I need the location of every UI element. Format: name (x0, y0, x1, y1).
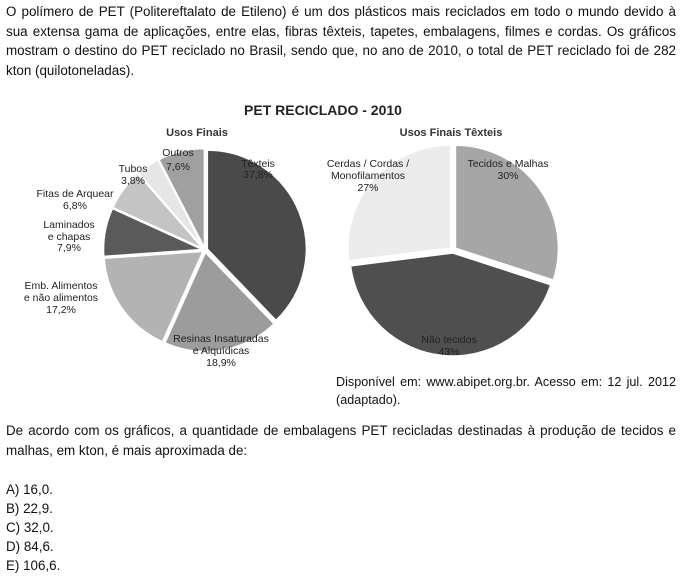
pie-charts-svg: PET RECICLADO - 2010 Usos Finais Usos Fi… (0, 96, 680, 382)
option-e[interactable]: E) 106,6. (6, 556, 60, 575)
pie-charts-figure: PET RECICLADO - 2010 Usos Finais Usos Fi… (0, 96, 680, 382)
option-a[interactable]: A) 16,0. (6, 480, 60, 499)
value-cerdas: 27% (357, 182, 378, 194)
label-emb-2: e não alimentos (24, 292, 98, 304)
label-cerdas-2: Monofilamentos (331, 170, 405, 182)
option-c[interactable]: C) 32,0. (6, 518, 60, 537)
label-laminados-1: Laminados (43, 219, 94, 231)
option-d[interactable]: D) 84,6. (6, 537, 60, 556)
label-emb-1: Emb. Alimentos (25, 280, 98, 292)
label-resinas-1: Resinas Insaturadas (173, 333, 269, 345)
label-fitas: Fitas de Arquear (36, 188, 114, 200)
left-subtitle: Usos Finais (166, 127, 228, 139)
label-cerdas-1: Cerdas / Cordas / (327, 158, 409, 170)
source-citation: Disponível em: www.abipet.org.br. Acesso… (336, 373, 676, 409)
value-texteis: 37,8% (243, 169, 273, 181)
value-tubos: 3,8% (121, 175, 145, 187)
value-tecidos: 30% (497, 170, 518, 182)
label-resinas-2: e Alquídicas (193, 345, 250, 357)
label-nao-tecidos: Não tecidos (421, 334, 476, 346)
intro-paragraph: O polímero de PET (Politereftalato de Et… (6, 2, 676, 80)
label-tecidos: Tecidos e Malhas (467, 158, 548, 170)
right-subtitle: Usos Finais Têxteis (400, 127, 503, 139)
option-b[interactable]: B) 22,9. (6, 499, 60, 518)
value-emb: 17,2% (46, 304, 76, 316)
value-laminados: 7,9% (57, 242, 81, 254)
label-outros: Outros (162, 147, 194, 159)
value-fitas: 6,8% (63, 200, 87, 212)
chart-title: PET RECICLADO - 2010 (244, 102, 402, 118)
value-outros: 7,6% (166, 161, 190, 173)
value-resinas: 18,9% (206, 357, 236, 369)
value-nao-tecidos: 43% (438, 346, 459, 358)
question-text: De acordo com os gráficos, a quantidade … (6, 421, 676, 460)
answer-options: A) 16,0. B) 22,9. C) 32,0. D) 84,6. E) 1… (6, 480, 60, 575)
label-tubos: Tubos (119, 163, 148, 175)
